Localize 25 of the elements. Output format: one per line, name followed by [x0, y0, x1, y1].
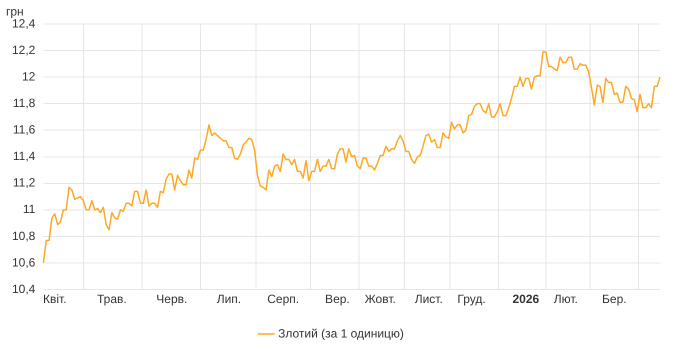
x-tick-label: 2026 [512, 292, 540, 306]
x-tick-label: Черв. [156, 292, 188, 306]
x-tick-label: Лист. [414, 292, 443, 306]
y-tick-label: 11,2 [12, 176, 36, 190]
y-tick-label: 12,2 [12, 42, 36, 57]
y-tick-label: 11 [22, 202, 36, 216]
y-tick-label: 11,8 [12, 96, 36, 110]
x-tick-label: Трав. [97, 292, 127, 306]
x-tick-label: Серп. [267, 292, 300, 306]
y-tick-label: 10,6 [12, 255, 36, 270]
y-tick-label: 10,8 [12, 228, 36, 243]
legend-label: Злотий (за 1 одиницю) [278, 326, 404, 340]
x-tick-label: Лют. [554, 292, 578, 306]
y-tick-label: 12 [22, 69, 36, 84]
y-tick-label: 11,6 [12, 122, 36, 137]
x-tick-label: Квіт. [43, 292, 67, 306]
x-tick-label: Вер. [325, 292, 350, 306]
y-tick-label: 12,4 [12, 16, 36, 30]
x-tick-label: Бер. [602, 292, 627, 306]
y-axis-title: грн [6, 4, 24, 18]
x-tick-label: Груд. [457, 292, 486, 306]
x-tick-label: Лип. [216, 292, 242, 306]
y-tick-label: 10,4 [12, 282, 36, 296]
y-tick-label: 11,4 [12, 149, 36, 164]
x-tick-label: Жовт. [364, 292, 396, 306]
